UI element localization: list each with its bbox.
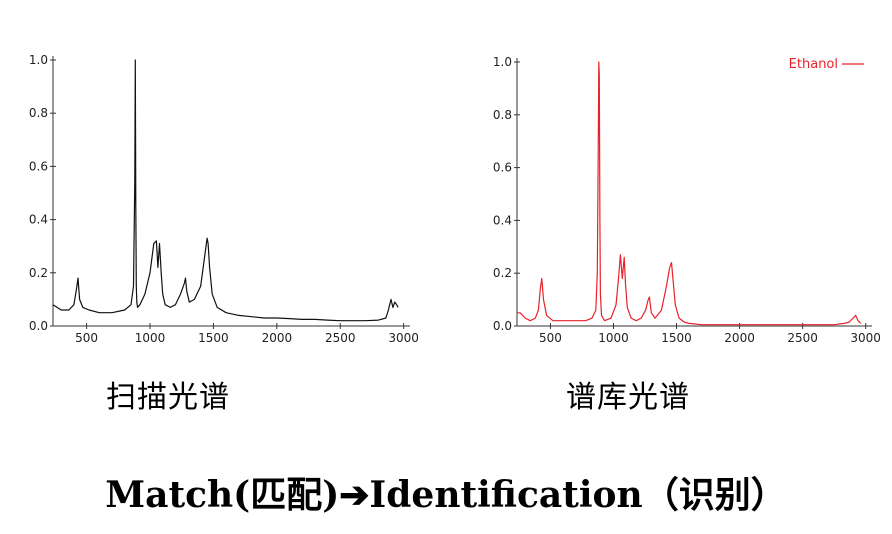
x-tick-label: 3000 bbox=[388, 331, 419, 345]
x-tick-label: 2000 bbox=[724, 331, 755, 345]
y-tick-label: 0.0 bbox=[493, 319, 512, 333]
library-spectrum-caption: 谱库光谱 bbox=[566, 380, 690, 415]
scan-spectrum-caption: 扫描光谱 bbox=[106, 380, 230, 415]
y-tick-label: 0.6 bbox=[493, 161, 512, 175]
x-tick-label: 500 bbox=[539, 331, 562, 345]
x-tick-label: 1500 bbox=[198, 331, 229, 345]
x-tick-label: 1500 bbox=[661, 331, 692, 345]
x-tick-label: 1000 bbox=[135, 331, 166, 345]
y-tick-label: 0.4 bbox=[29, 213, 48, 227]
scan-spectrum-chart: 0.0 0.2 0.4 0.6 0.8 1.0 500 1000 1500 2000 2500 300… bbox=[29, 53, 419, 345]
y-tick-label: 0.8 bbox=[29, 106, 48, 120]
y-tick-label: 1.0 bbox=[29, 53, 48, 67]
x-tick-label: 500 bbox=[75, 331, 98, 345]
y-tick-label: 0.6 bbox=[29, 159, 48, 173]
spectrum-series-line bbox=[52, 59, 399, 322]
legend-label: Ethanol bbox=[789, 57, 838, 72]
match-identification-title: Match(匹配)➔Identification（识别） bbox=[105, 474, 787, 516]
x-tick-label: 2500 bbox=[787, 331, 818, 345]
spectrum-series-line bbox=[517, 61, 862, 326]
x-tick-label: 2500 bbox=[325, 331, 356, 345]
y-tick-label: 0.2 bbox=[493, 266, 512, 280]
y-tick-label: 0.8 bbox=[493, 108, 512, 122]
y-tick-label: 0.0 bbox=[29, 319, 48, 333]
y-tick-label: 0.4 bbox=[493, 213, 512, 227]
x-tick-label: 3000 bbox=[850, 331, 881, 345]
x-tick-label: 2000 bbox=[262, 331, 293, 345]
y-tick-label: 0.2 bbox=[29, 266, 48, 280]
library-spectrum-chart: 0.0 0.2 0.4 0.6 0.8 1.0 500 1000 1500 2000 2500 300… bbox=[493, 55, 881, 345]
y-tick-label: 1.0 bbox=[493, 55, 512, 69]
x-tick-label: 1000 bbox=[598, 331, 629, 345]
